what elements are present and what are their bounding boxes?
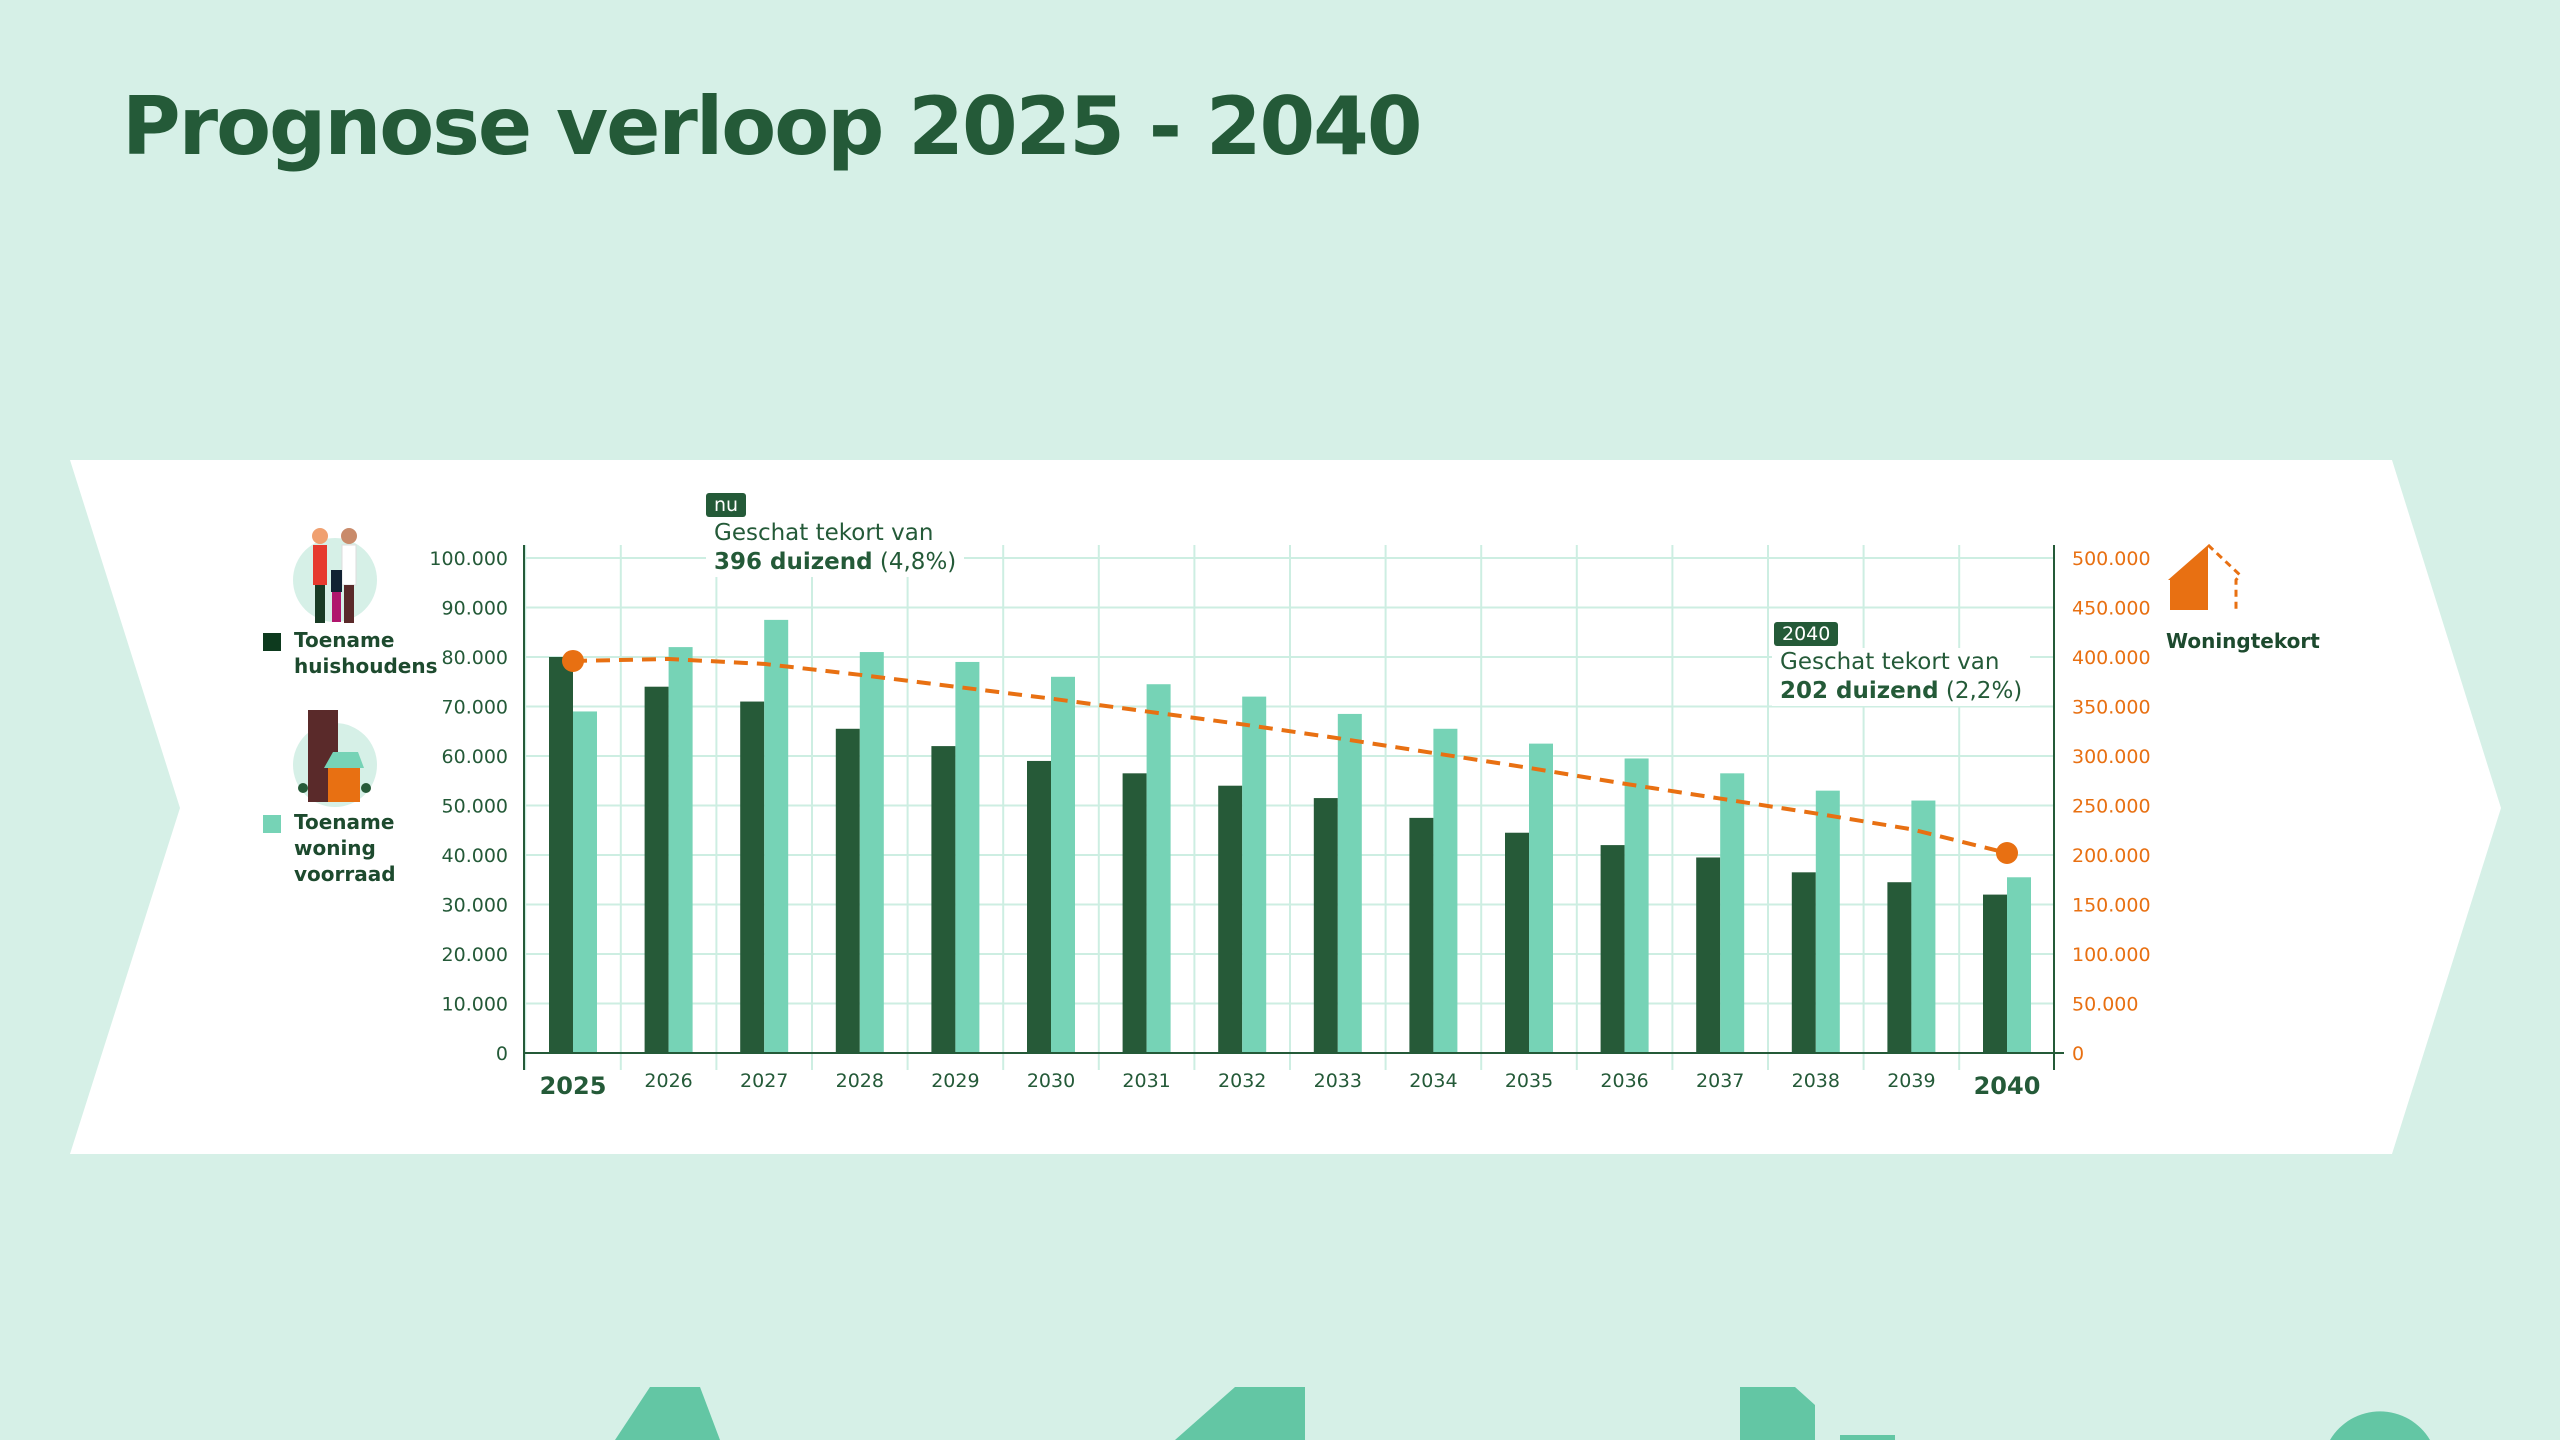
y-right-tick-label: 200.000 [2072, 845, 2151, 867]
legend-swatch-housing [263, 815, 281, 833]
x-tick-label: 2036 [1600, 1070, 1648, 1092]
y-left-tick-label: 60.000 [442, 746, 508, 768]
x-tick-label: 2034 [1409, 1070, 1457, 1092]
y-left-tick-label: 0 [496, 1043, 508, 1065]
x-tick-label: 2026 [644, 1070, 692, 1092]
shortage-point [562, 649, 584, 672]
bar-housing [1529, 743, 1553, 1053]
y-left-tick-label: 50.000 [442, 796, 508, 818]
y-right-tick-label: 400.000 [2072, 647, 2151, 669]
y-right-tick-label: 300.000 [2072, 746, 2151, 768]
y-left-tick-label: 80.000 [442, 647, 508, 669]
x-tick-label: 2027 [740, 1070, 788, 1092]
bar-households [1027, 760, 1051, 1053]
y-right-tick-label: 100.000 [2072, 944, 2151, 966]
shortage-line [572, 656, 2008, 855]
x-tick-label: 2037 [1696, 1070, 1744, 1092]
bar-housing [1433, 728, 1458, 1053]
family-icon [293, 528, 377, 623]
x-tick-label: 2029 [931, 1070, 979, 1092]
shortage-point [1996, 842, 2018, 865]
annotation-text: Geschat tekort van [714, 520, 934, 546]
bar-housing [668, 647, 693, 1053]
bar-households [1313, 798, 1338, 1053]
annotation-text: Geschat tekort van [1780, 649, 2000, 675]
y-left-tick-label: 20.000 [442, 944, 508, 966]
bar-housing [1911, 800, 1936, 1053]
bar-households [1600, 845, 1625, 1053]
bar-households [1696, 857, 1721, 1053]
y-right-tick-label: 500.000 [2072, 548, 2151, 570]
y-left-tick-label: 30.000 [442, 895, 508, 917]
annotation-pct: (4,8%) [879, 549, 957, 575]
bar-housing [1815, 790, 1840, 1053]
page-title: Prognose verloop 2025 - 2040 [122, 80, 1422, 173]
annotation-pct: (2,2%) [1945, 678, 2023, 704]
start-annotation: Geschat tekort van 396 duizend (4,8%) [706, 519, 965, 577]
bar-households [931, 746, 956, 1053]
bar-housing [1242, 696, 1267, 1053]
bar-households [1887, 882, 1912, 1053]
bar-housing [2007, 877, 2031, 1053]
y-left-tick-label: 100.000 [429, 548, 508, 570]
x-tick-label: 2031 [1122, 1070, 1170, 1092]
bar-housing [1051, 676, 1075, 1053]
x-tick-label: 2035 [1505, 1070, 1553, 1092]
bar-housing [955, 661, 980, 1053]
bar-housing [764, 619, 789, 1053]
end-annotation: Geschat tekort van 202 duizend (2,2%) [1772, 648, 2031, 706]
y-right-tick-label: 450.000 [2072, 598, 2151, 620]
y-left-tick-label: 40.000 [442, 845, 508, 867]
bar-housing [1624, 758, 1649, 1053]
bar-households [549, 657, 573, 1053]
bar-households [1505, 832, 1529, 1053]
house-shortage-icon [2168, 543, 2243, 610]
annotation-value: 202 duizend [1780, 678, 1939, 704]
y-right-tick-label: 50.000 [2072, 994, 2138, 1016]
bar-households [1218, 785, 1243, 1053]
y-left-tick-label: 10.000 [442, 994, 508, 1016]
bar-housing [573, 711, 597, 1053]
x-tick-label: 2038 [1792, 1070, 1840, 1092]
bar-households [1983, 894, 2007, 1053]
x-tick-label: 2040 [1974, 1072, 2041, 1100]
x-tick-label: 2025 [540, 1072, 607, 1100]
y-right-tick-label: 350.000 [2072, 697, 2151, 719]
now-badge: nu [706, 493, 747, 517]
end-badge: 2040 [1774, 622, 1839, 646]
x-tick-label: 2033 [1314, 1070, 1362, 1092]
y-right-tick-label: 150.000 [2072, 895, 2151, 917]
y-left-tick-label: 90.000 [442, 598, 508, 620]
bar-households [740, 701, 765, 1053]
housing-icon [293, 710, 377, 807]
x-tick-label: 2039 [1887, 1070, 1935, 1092]
bar-households [835, 728, 860, 1053]
y-right-tick-label: 0 [2072, 1043, 2084, 1065]
bar-housing [1337, 713, 1362, 1053]
annotation-value: 396 duizend [714, 549, 873, 575]
x-tick-label: 2032 [1218, 1070, 1266, 1092]
bar-housing [1146, 684, 1171, 1053]
legend-swatch-households [263, 633, 281, 651]
legend-households: Toename huishoudens [294, 628, 438, 678]
bar-households [1409, 817, 1434, 1053]
bar-housing [1720, 773, 1745, 1053]
legend-shortage: Woningtekort [2166, 629, 2320, 653]
x-tick-label: 2028 [836, 1070, 884, 1092]
x-tick-label: 2030 [1027, 1070, 1075, 1092]
bar-households [1122, 773, 1147, 1053]
y-right-tick-label: 250.000 [2072, 796, 2151, 818]
bar-households [1791, 872, 1816, 1053]
bar-housing [859, 652, 884, 1053]
bar-households [644, 686, 669, 1053]
y-left-tick-label: 70.000 [442, 697, 508, 719]
bottom-decoration [615, 1387, 2430, 1440]
legend-housing: Toename woning voorraad [294, 810, 396, 886]
